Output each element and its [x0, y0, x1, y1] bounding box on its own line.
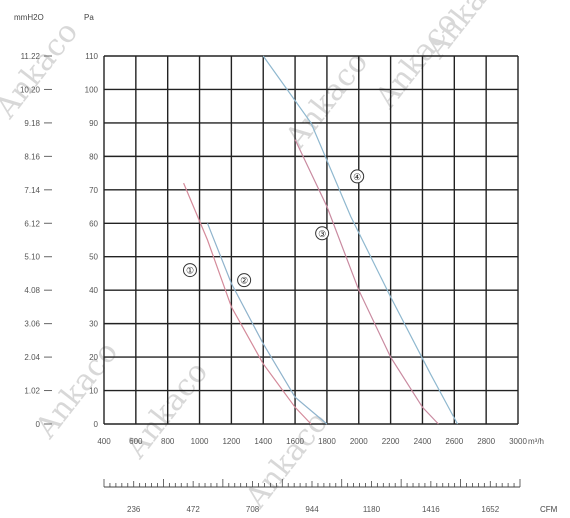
left-axis-tick-label: 3.06 — [24, 320, 40, 329]
fan-curve-3 — [294, 139, 439, 425]
curve-marker-circle-4 — [350, 169, 365, 184]
fan-curve-1 — [183, 182, 312, 425]
curve-marker-circle-3 — [315, 226, 330, 241]
curve-marker-circle-2 — [237, 273, 252, 288]
x-axis: m³/h 400 600 800 1000 1200 1400 1600 1800 2000 22… — [97, 437, 544, 446]
curve-marker-label-4: ④ — [353, 172, 361, 182]
pa-axis-tick-label: 0 — [94, 420, 99, 429]
pa-axis: Pa 0 10 20 30 40 50 60 70 80 90 100 110 — [84, 13, 99, 429]
pa-axis-unit: Pa — [84, 13, 94, 22]
x-axis-tick-label: 1600 — [286, 437, 304, 446]
fan-curve-2 — [206, 223, 328, 425]
cfm-tick-label: 472 — [186, 505, 200, 514]
pa-axis-tick-label: 40 — [89, 286, 98, 295]
cfm-axis-unit: CFM — [540, 505, 558, 514]
pa-axis-tick-label: 100 — [85, 85, 99, 94]
cfm-tick-label: 1416 — [422, 505, 440, 514]
pa-axis-tick-label: 80 — [89, 152, 98, 161]
curve-marker-label-1: ① — [186, 266, 194, 276]
pa-axis-tick-label: 20 — [89, 353, 98, 362]
x-axis-tick-label: 400 — [97, 437, 111, 446]
watermark-text: Ankaco — [118, 355, 215, 466]
cfm-axis: CFM 236 472 708 944 1180 1416 1652 — [103, 479, 558, 514]
x-axis-tick-label: 2200 — [382, 437, 400, 446]
left-axis-tick-label: 10.20 — [20, 85, 41, 94]
left-axis-tick-label: 6.12 — [24, 219, 40, 228]
left-axis-tick-label: 11.22 — [21, 52, 41, 61]
x-axis-tick-label: 1000 — [191, 437, 209, 446]
x-axis-tick-label: 1800 — [318, 437, 336, 446]
left-axis-tick-label: 1.02 — [24, 387, 40, 396]
x-axis-tick-label: 2600 — [445, 437, 463, 446]
x-axis-tick-label: 600 — [129, 437, 143, 446]
x-axis-tick-label: 800 — [161, 437, 175, 446]
watermark-text: Ankaco — [0, 15, 85, 126]
pa-axis-tick-label: 30 — [89, 320, 98, 329]
left-axis-unit: mmH2O — [14, 13, 44, 22]
left-axis-tick-label: 9.18 — [24, 119, 40, 128]
cfm-tick-label: 1652 — [481, 505, 499, 514]
x-axis-tick-label: 1400 — [254, 437, 272, 446]
fan-curve-4 — [262, 55, 459, 425]
curve-markers: ① ② ③ ④ — [182, 169, 365, 288]
pa-axis-tick-label: 60 — [89, 219, 98, 228]
left-axis: mmH2O 0 1.02 2.04 3.06 4.08 5.10 6.12 7.14 8.16 9… — [14, 13, 52, 429]
left-axis-tick-label: 0 — [36, 420, 41, 429]
pa-axis-tick-label: 70 — [89, 186, 98, 195]
pa-axis-tick-label: 90 — [89, 119, 98, 128]
cfm-tick-label: 236 — [127, 505, 141, 514]
curve-marker-circle-1 — [182, 263, 197, 278]
x-axis-tick-label: 2800 — [477, 437, 495, 446]
pa-axis-tick-label: 110 — [85, 52, 98, 61]
x-axis-tick-label: 1200 — [222, 437, 240, 446]
curve-marker-label-2: ② — [240, 276, 248, 286]
x-axis-tick-label: 2400 — [414, 437, 432, 446]
chart-grid — [103, 55, 519, 425]
watermark-text: Ankaco — [238, 405, 335, 516]
cfm-tick-label: 708 — [246, 505, 260, 514]
curve-marker-label-3: ③ — [318, 229, 326, 239]
left-axis-tick-label: 5.10 — [24, 253, 40, 262]
left-axis-tick-label: 2.04 — [24, 353, 40, 362]
x-axis-unit: m³/h — [528, 437, 544, 446]
cfm-tick-label: 1180 — [363, 505, 381, 514]
x-axis-tick-label: 2000 — [350, 437, 368, 446]
left-axis-tick-label: 7.14 — [24, 186, 40, 195]
cfm-tick-label: 944 — [305, 505, 319, 514]
left-axis-tick-label: 8.16 — [24, 152, 40, 161]
curves-layer — [183, 55, 459, 425]
pa-axis-tick-label: 10 — [89, 387, 98, 396]
pa-axis-tick-label: 50 — [89, 253, 98, 262]
left-axis-tick-label: 4.08 — [24, 286, 40, 295]
x-axis-tick-label: 3000 — [509, 437, 527, 446]
